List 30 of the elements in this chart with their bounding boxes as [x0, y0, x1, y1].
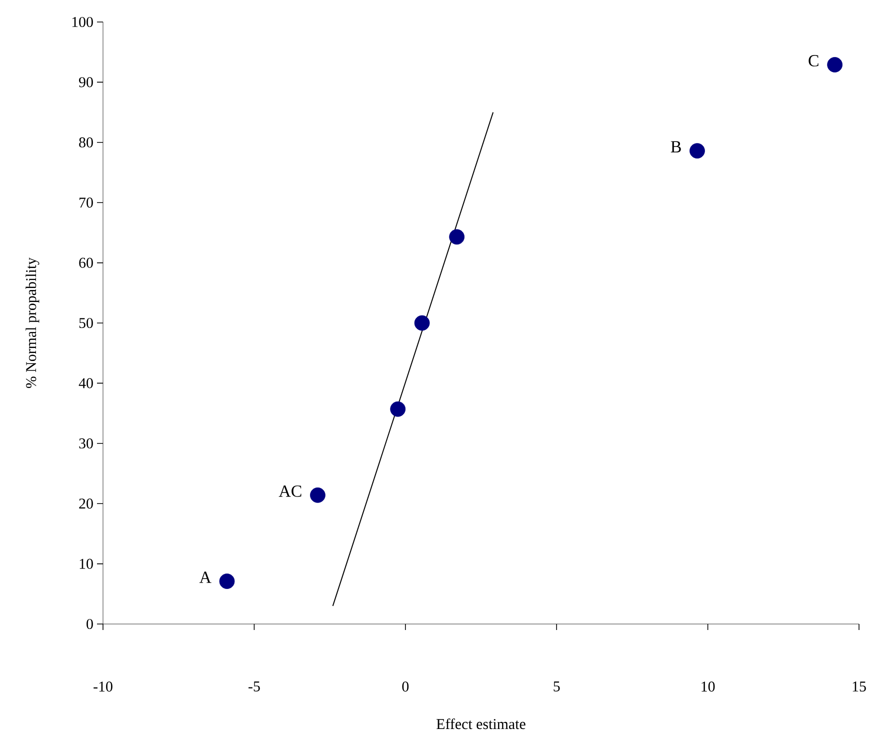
point [690, 143, 705, 159]
y-tick-label: 50 [79, 318, 93, 328]
y-tick-label: 80 [79, 137, 93, 148]
y-tick-label: 30 [79, 438, 93, 448]
y-axis-title: % Normal propability [26, 257, 40, 388]
y-tick-label: 60 [79, 258, 93, 268]
annotation: B [670, 141, 681, 152]
y-tick-label: 90 [79, 77, 93, 88]
y-tick-label: 20 [79, 498, 93, 509]
annotation: AC [278, 485, 302, 497]
x-tick-label: 15 [852, 682, 866, 692]
y-tick-label: 70 [80, 198, 93, 208]
point [390, 401, 406, 417]
x-tick-label: 5 [554, 682, 560, 692]
x-tick-label: 10 [702, 682, 715, 692]
point [449, 229, 465, 245]
y-tick-label: 40 [78, 378, 93, 388]
point [310, 487, 326, 503]
y-tick-label: 100 [72, 16, 93, 28]
annotation: C [808, 55, 818, 66]
x-tick-label: -10 [94, 682, 112, 692]
x-axis-title: Effect estimate [436, 718, 526, 730]
point [219, 574, 235, 589]
y-tick-label: 10 [80, 558, 93, 569]
x-tick-label: 0 [402, 682, 409, 692]
y-tick-label: 0 [86, 618, 93, 630]
x-tick-label: -5 [248, 682, 260, 692]
annotation: A [199, 572, 212, 583]
point [414, 315, 430, 331]
point [827, 57, 843, 72]
